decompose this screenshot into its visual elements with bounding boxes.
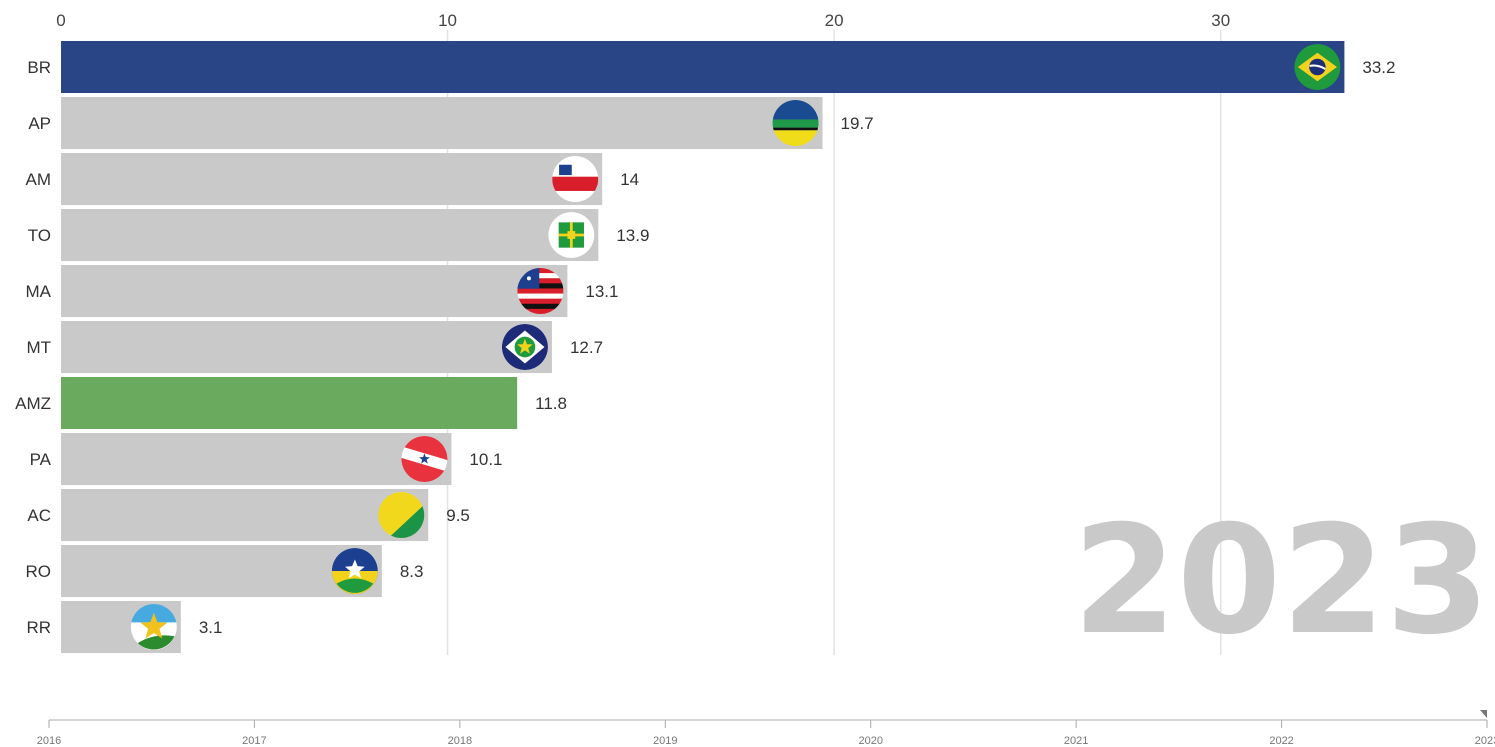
bar-pa (61, 433, 452, 485)
value-label: 13.9 (616, 226, 649, 245)
bar-br (61, 41, 1345, 93)
para-flag-icon (401, 436, 448, 482)
x-axis-ticks: 0 10 20 30 (56, 11, 1230, 30)
value-label: 3.1 (199, 618, 223, 637)
timeline-year-label: 2019 (653, 735, 677, 747)
category-label: AMZ (15, 394, 51, 413)
x-tick-label: 20 (825, 11, 844, 30)
value-label: 8.3 (400, 562, 424, 581)
bars: BR 33.2 AP 19.7 AM 14 TO 13.9 MA 13.1 MT 12.7 AMZ 11.… (15, 41, 1395, 653)
value-label: 19.7 (841, 114, 874, 133)
category-label: RO (26, 562, 52, 581)
amapa-flag-icon (772, 100, 819, 146)
maranhao-flag-icon (517, 268, 564, 314)
current-year-label: 2023 (1073, 494, 1490, 668)
category-label: MA (26, 282, 52, 301)
tocantins-flag-icon (548, 212, 595, 258)
category-label: RR (26, 618, 51, 637)
timeline-handle[interactable] (1480, 710, 1487, 718)
timeline-slider[interactable]: 2016 2017 2018 2019 2020 2021 2022 2023 (37, 710, 1495, 747)
value-label: 33.2 (1362, 58, 1395, 77)
timeline-year-label: 2018 (448, 735, 472, 747)
category-label: TO (28, 226, 51, 245)
bar-ac (61, 489, 429, 541)
bar-to (61, 209, 599, 261)
timeline-year-label: 2021 (1064, 735, 1088, 747)
value-label: 9.5 (446, 506, 470, 525)
timeline-year-label: 2016 (37, 735, 61, 747)
timeline-year-label: 2020 (858, 735, 882, 747)
value-label: 12.7 (570, 338, 603, 357)
bar-amz (61, 377, 518, 429)
bar-ro (61, 545, 382, 597)
rondonia-flag-icon (331, 548, 378, 594)
mato-grosso-flag-icon (501, 324, 548, 370)
value-label: 10.1 (469, 450, 502, 469)
category-label: MT (26, 338, 51, 357)
category-label: AP (28, 114, 51, 133)
bar-mt (61, 321, 552, 373)
bar-ma (61, 265, 568, 317)
bar-ap (61, 97, 823, 149)
value-label: 14 (620, 170, 639, 189)
x-tick-label: 0 (56, 11, 65, 30)
bar-am (61, 153, 603, 205)
value-label: 11.8 (535, 394, 567, 413)
category-label: PA (30, 450, 52, 469)
category-label: BR (27, 58, 51, 77)
x-tick-label: 30 (1211, 11, 1230, 30)
brazil-flag-icon (1294, 44, 1341, 90)
value-label: 13.1 (585, 282, 618, 301)
timeline-year-label: 2023 (1475, 735, 1495, 747)
category-label: AC (27, 506, 51, 525)
timeline-year-label: 2017 (242, 735, 266, 747)
amazonas-flag-icon (552, 156, 599, 202)
category-label: AM (26, 170, 52, 189)
timeline-year-label: 2022 (1269, 735, 1293, 747)
x-tick-label: 10 (438, 11, 457, 30)
